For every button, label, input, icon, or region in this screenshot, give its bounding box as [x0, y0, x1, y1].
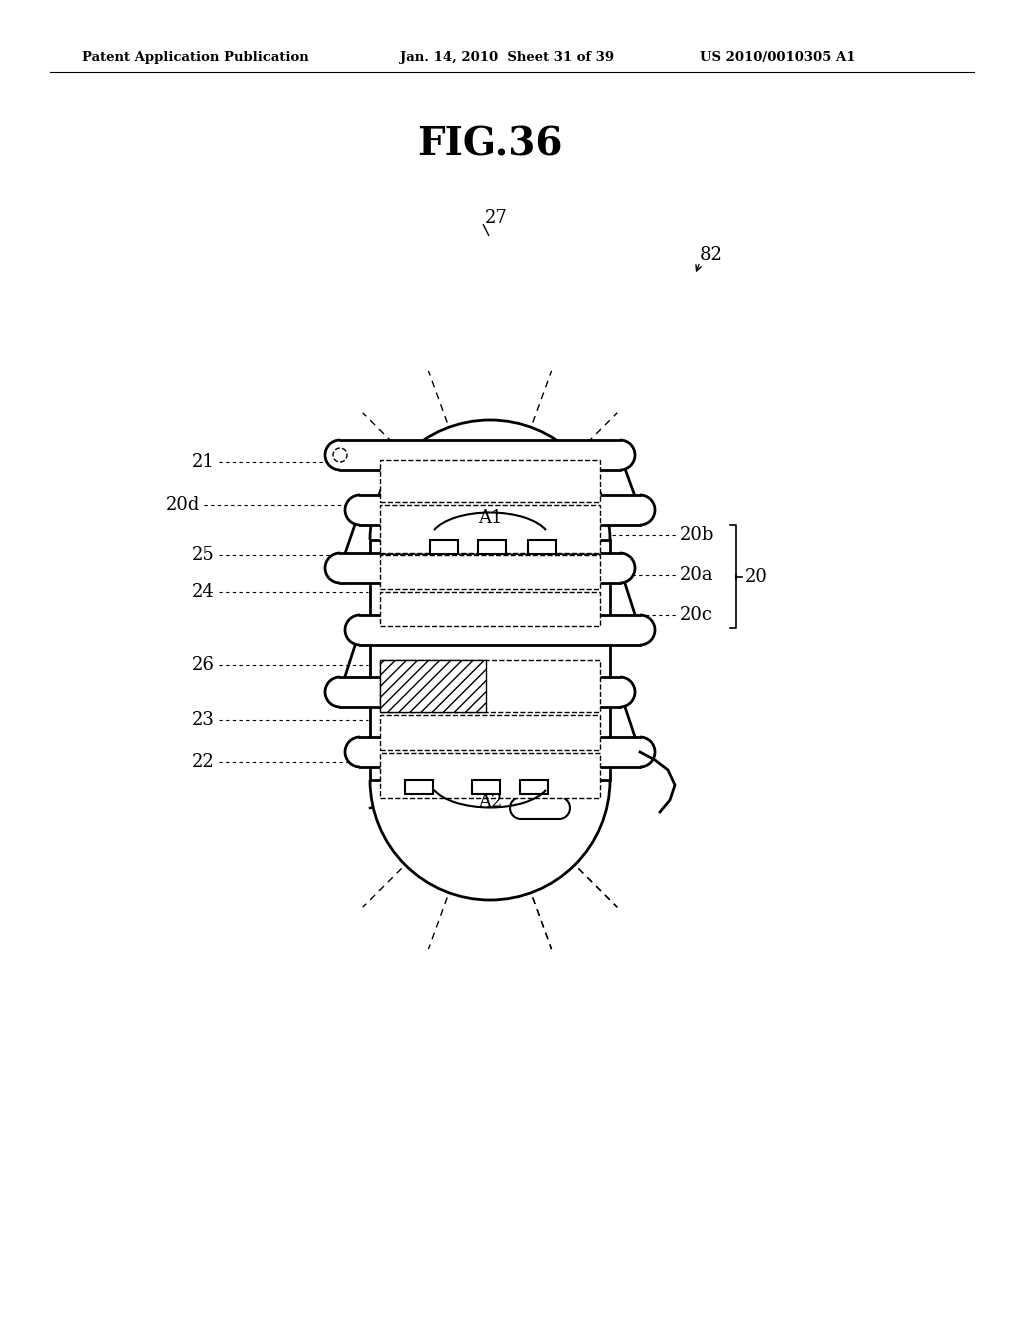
Wedge shape — [510, 797, 521, 818]
Text: US 2010/0010305 A1: US 2010/0010305 A1 — [700, 50, 855, 63]
Wedge shape — [620, 553, 635, 583]
Wedge shape — [640, 737, 655, 767]
Wedge shape — [620, 677, 635, 708]
Bar — [380, 715, 600, 750]
Text: FIG.36: FIG.36 — [417, 125, 563, 164]
Bar — [370, 540, 610, 780]
Bar — [521, 797, 559, 818]
Wedge shape — [325, 553, 340, 583]
Text: 82: 82 — [700, 246, 723, 264]
Text: 22: 22 — [193, 752, 215, 771]
Text: 20b: 20b — [680, 525, 715, 544]
Bar — [380, 554, 600, 589]
Text: 27: 27 — [485, 209, 508, 227]
Wedge shape — [370, 420, 610, 540]
Text: A1: A1 — [478, 510, 502, 527]
Bar — [360, 737, 640, 767]
Bar — [340, 677, 620, 708]
Wedge shape — [345, 737, 360, 767]
Text: 25: 25 — [193, 546, 215, 564]
Bar — [360, 495, 640, 525]
Text: A2: A2 — [478, 793, 502, 810]
Bar — [472, 780, 500, 795]
Wedge shape — [345, 495, 360, 525]
Bar — [380, 660, 485, 711]
Wedge shape — [640, 615, 655, 645]
Bar — [430, 540, 458, 554]
Wedge shape — [370, 780, 610, 900]
Bar — [380, 752, 600, 799]
Text: 20c: 20c — [680, 606, 713, 624]
Bar — [406, 780, 433, 795]
Bar — [360, 615, 640, 645]
Text: 20a: 20a — [680, 566, 714, 583]
Bar — [380, 591, 600, 626]
Wedge shape — [325, 677, 340, 708]
Bar — [528, 540, 556, 554]
Bar — [340, 553, 620, 583]
Text: 21: 21 — [193, 453, 215, 471]
Text: 24: 24 — [193, 583, 215, 601]
Text: 20: 20 — [745, 568, 768, 586]
Wedge shape — [325, 440, 340, 470]
Text: 26: 26 — [193, 656, 215, 675]
Text: 20d: 20d — [166, 496, 200, 513]
Bar — [340, 440, 620, 470]
Circle shape — [333, 447, 347, 462]
Bar — [520, 780, 548, 795]
Bar — [370, 540, 610, 780]
Bar — [380, 459, 600, 502]
Wedge shape — [620, 440, 635, 470]
Text: Patent Application Publication: Patent Application Publication — [82, 50, 309, 63]
Text: 23: 23 — [193, 711, 215, 729]
Wedge shape — [640, 495, 655, 525]
Text: Jan. 14, 2010  Sheet 31 of 39: Jan. 14, 2010 Sheet 31 of 39 — [400, 50, 614, 63]
Bar — [380, 660, 600, 711]
Bar — [380, 506, 600, 553]
Wedge shape — [559, 797, 570, 818]
Wedge shape — [345, 615, 360, 645]
Bar — [478, 540, 506, 554]
